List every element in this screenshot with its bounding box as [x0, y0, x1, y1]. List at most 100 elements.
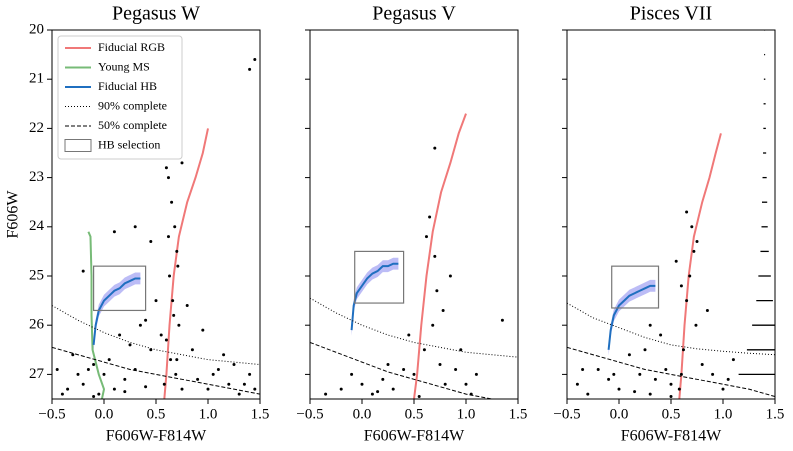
star [175, 249, 179, 253]
star [172, 313, 176, 317]
star [201, 328, 205, 332]
star [711, 372, 715, 376]
x-axis-label: F606W-F814W [106, 428, 207, 445]
star [144, 318, 148, 322]
star [669, 395, 673, 399]
star [211, 372, 215, 376]
star [177, 323, 181, 327]
x-tick-label: −0.5 [38, 406, 65, 422]
star [679, 284, 683, 288]
star [107, 358, 111, 362]
curve [310, 341, 493, 399]
star [441, 308, 445, 312]
star [60, 392, 64, 396]
star [350, 372, 354, 376]
star [643, 348, 647, 352]
star [705, 308, 709, 312]
curve [52, 305, 260, 366]
star [381, 377, 385, 381]
star [669, 382, 673, 386]
hb-selection-box [611, 265, 660, 309]
panel-title: Pegasus V [372, 3, 456, 25]
axes-frame [51, 29, 261, 400]
star [674, 259, 678, 263]
star [133, 367, 137, 371]
x-tick-label: 1.5 [766, 406, 785, 422]
star [112, 230, 116, 234]
star [144, 385, 148, 389]
plot-area [52, 58, 260, 399]
x-tick-label: 1.0 [457, 406, 476, 422]
panel-title: Pegasus W [112, 3, 200, 25]
legend-label: 90% complete [98, 98, 167, 112]
star [617, 387, 621, 391]
star [653, 377, 657, 381]
star [169, 358, 173, 362]
star [97, 392, 101, 396]
star [76, 372, 80, 376]
star [433, 146, 437, 150]
hb-band [608, 279, 656, 356]
star [694, 323, 698, 327]
curve [87, 231, 106, 399]
star [428, 215, 432, 219]
star [459, 348, 463, 352]
star [360, 382, 364, 386]
star [633, 390, 637, 394]
hb-band [93, 272, 141, 351]
star [175, 358, 179, 362]
star [700, 363, 704, 367]
legend-label: 50% complete [98, 118, 167, 132]
star [659, 333, 663, 337]
legend-label: Fiducial RGB [98, 40, 165, 54]
star [173, 225, 177, 229]
star [664, 367, 668, 371]
star [596, 367, 600, 371]
legend-label: Young MS [98, 59, 150, 73]
star [339, 387, 343, 391]
legend-swatch [64, 139, 92, 152]
star [227, 382, 231, 386]
star [612, 372, 616, 376]
star [607, 377, 611, 381]
star [685, 210, 689, 214]
star [196, 377, 200, 381]
x-tick-label: −0.5 [296, 406, 323, 422]
star [164, 166, 168, 170]
panel-title: Pisces VII [630, 3, 712, 25]
star [417, 395, 421, 399]
star [648, 392, 652, 396]
star [216, 367, 220, 371]
star [242, 382, 246, 386]
x-tick-label: 1.5 [251, 406, 270, 422]
star [133, 225, 137, 229]
plot-area [310, 113, 518, 399]
star [92, 363, 96, 367]
plot-area [567, 30, 775, 399]
star [237, 392, 241, 396]
star [232, 363, 236, 367]
x-tick-label: 1.0 [199, 406, 218, 422]
y-axis-label: F606W [5, 190, 22, 239]
star [692, 249, 696, 253]
star [171, 299, 175, 303]
star [376, 390, 380, 394]
star [190, 348, 194, 352]
y-tick-label: 26 [29, 317, 45, 333]
star [166, 235, 170, 239]
curve [52, 346, 260, 395]
star [81, 269, 85, 273]
x-axis-label: F606W-F814W [364, 428, 465, 445]
curve [607, 284, 656, 350]
star [128, 343, 132, 347]
axes-frame [566, 29, 776, 400]
hb-band [351, 257, 399, 337]
x-tick-label: 0.5 [662, 406, 681, 422]
star [443, 382, 447, 386]
curve [350, 262, 399, 331]
curve [413, 113, 467, 399]
x-tick-label: 0.0 [610, 406, 629, 422]
star [166, 176, 170, 180]
star [185, 304, 189, 308]
star [180, 161, 184, 165]
